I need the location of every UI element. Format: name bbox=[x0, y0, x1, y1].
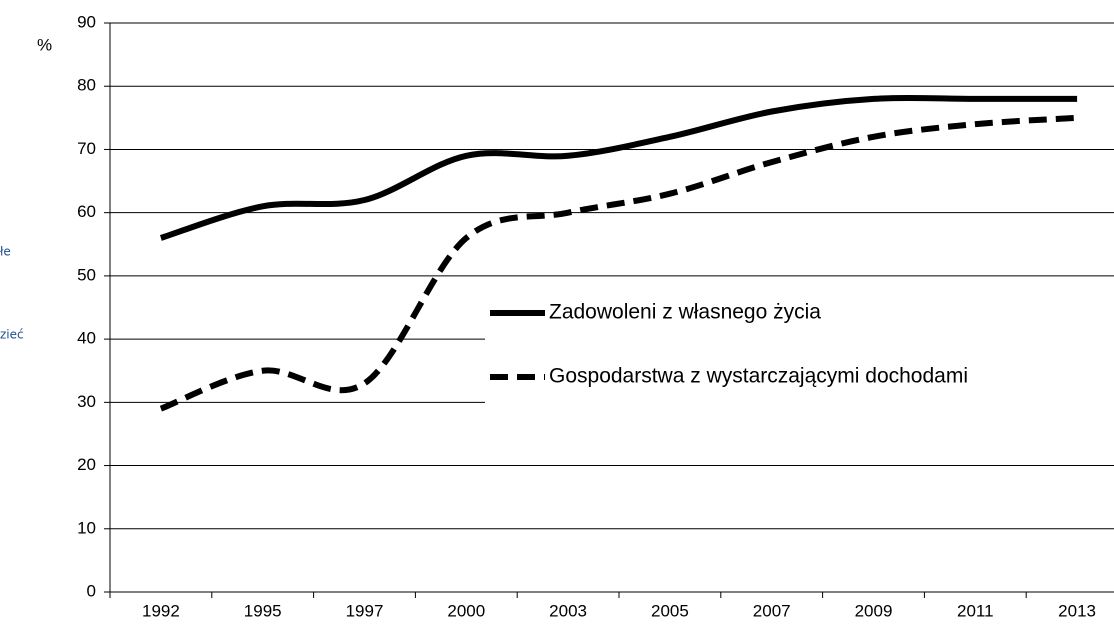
line bbox=[159, 114, 1078, 412]
x-tick-label: 2009 bbox=[855, 601, 893, 620]
x-tick-label: 1992 bbox=[142, 601, 180, 620]
y-tick-label: 90 bbox=[77, 12, 96, 31]
legend-label: Zadowoleni z własnego życia bbox=[549, 301, 821, 324]
annotation: zieć bbox=[0, 328, 24, 342]
x-tick-label: 1995 bbox=[244, 601, 282, 620]
y-tick-label: 30 bbox=[77, 392, 96, 411]
y-tick-label: 70 bbox=[77, 139, 96, 158]
x-tick-label: 2011 bbox=[957, 601, 994, 620]
y-tick-label: 20 bbox=[77, 455, 96, 474]
y-tick-label: 60 bbox=[77, 202, 96, 221]
y-tick-label: 0 bbox=[87, 581, 96, 600]
x-tick-label: 2005 bbox=[651, 601, 689, 620]
x-tick-label: 2013 bbox=[1058, 601, 1096, 620]
legend-label: Gospodarstwa z wystarczającymi dochodami bbox=[549, 365, 968, 388]
y-tick-label: 50 bbox=[77, 265, 96, 284]
y-axis-label: % bbox=[37, 35, 52, 54]
legend-background bbox=[485, 285, 1114, 405]
x-tick-label: 2007 bbox=[753, 601, 791, 620]
annotation: łe bbox=[0, 245, 11, 259]
x-tick-label: 1997 bbox=[346, 601, 384, 620]
x-tick-label: 2003 bbox=[549, 601, 587, 620]
line bbox=[160, 94, 1078, 241]
y-tick-label: 80 bbox=[77, 76, 96, 95]
y-tick-label: 10 bbox=[77, 518, 96, 537]
y-tick-label: 40 bbox=[77, 329, 96, 348]
x-tick-label: 2000 bbox=[447, 601, 485, 620]
